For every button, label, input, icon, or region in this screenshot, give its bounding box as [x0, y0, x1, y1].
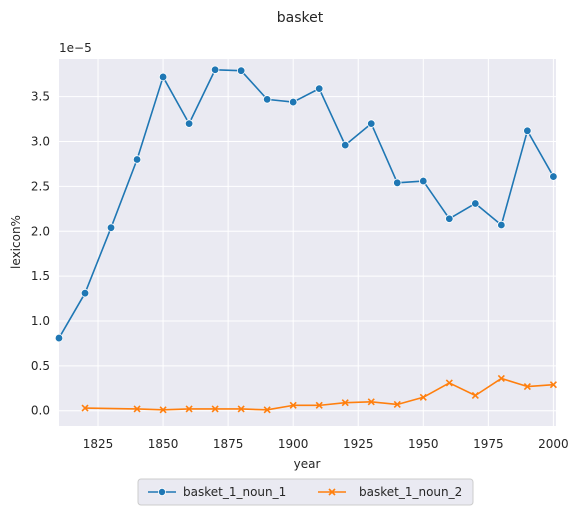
x-tick-label: 1900 — [278, 437, 309, 451]
x-tick-label: 1925 — [343, 437, 374, 451]
y-tick-label: 0.5 — [31, 359, 50, 373]
data-point — [341, 399, 349, 407]
x-tick-label: 1850 — [148, 437, 179, 451]
data-point — [211, 405, 219, 413]
y-tick-label: 1.0 — [31, 314, 50, 328]
gridlines — [59, 59, 556, 426]
data-point — [185, 405, 193, 413]
data-point — [81, 404, 89, 412]
data-point — [549, 172, 558, 181]
y-tick-label: 2.0 — [31, 224, 50, 238]
data-point — [497, 220, 506, 230]
data-point-stroke — [237, 405, 245, 413]
x-tick-label: 1825 — [83, 437, 114, 451]
data-point-stroke — [419, 393, 427, 401]
data-point-stroke — [549, 381, 557, 389]
data-point — [158, 72, 168, 82]
data-point-stroke — [81, 404, 89, 412]
y-tick-label: 0.0 — [31, 404, 50, 418]
y-tick-label: 3.5 — [31, 90, 50, 104]
x-tick-label: 1875 — [213, 437, 244, 451]
data-point — [133, 405, 141, 413]
x-tick-label: 2000 — [538, 437, 569, 451]
data-point — [471, 199, 480, 208]
data-point — [315, 401, 323, 409]
data-point — [237, 405, 245, 413]
series-line-1 — [58, 68, 555, 339]
data-point — [54, 333, 64, 343]
legend-marker-series-2 — [328, 488, 336, 496]
data-point — [184, 119, 194, 128]
data-point — [315, 84, 324, 93]
series-line-2 — [85, 377, 554, 411]
data-point — [210, 65, 220, 74]
data-point — [80, 288, 90, 298]
data-point-stroke — [289, 401, 297, 409]
data-point-stroke — [497, 374, 505, 383]
legend-marker-series-1 — [157, 487, 166, 496]
data-point — [262, 95, 272, 104]
data-point — [523, 382, 531, 391]
data-point — [367, 119, 376, 128]
data-point-stroke — [263, 406, 271, 414]
x-axis-ticks: 1825 1850 1875 1900 1925 1950 1975 2000 — [83, 437, 569, 451]
data-point — [523, 126, 532, 135]
x-tick-label: 1975 — [473, 437, 504, 451]
data-point — [419, 393, 427, 401]
data-point — [497, 374, 505, 383]
data-point — [445, 214, 454, 223]
data-point — [236, 66, 246, 75]
series-layer — [54, 65, 558, 414]
data-point — [263, 406, 271, 414]
data-point-stroke — [133, 405, 141, 413]
legend-label-series-1: basket_1_noun_1 — [183, 485, 286, 499]
data-point-stroke — [367, 398, 375, 406]
chart-title: basket — [277, 10, 324, 26]
data-point — [393, 400, 401, 409]
y-axis-ticks: 0.0 0.5 1.0 1.5 2.0 2.5 3.0 3.5 — [31, 90, 50, 418]
data-point — [159, 406, 167, 414]
data-point — [106, 223, 116, 232]
data-point-stroke — [341, 399, 349, 407]
data-point-stroke — [523, 382, 531, 391]
y-axis-label: lexicon% — [9, 215, 23, 269]
y-tick-label: 1.5 — [31, 269, 50, 283]
x-tick-label: 1950 — [408, 437, 439, 451]
y-tick-label: 2.5 — [31, 179, 50, 193]
data-point — [549, 381, 557, 389]
data-point — [393, 178, 402, 188]
data-point — [341, 140, 350, 150]
data-point-stroke — [159, 406, 167, 414]
data-point — [445, 379, 453, 387]
legend-label-series-2: basket_1_noun_2 — [359, 485, 462, 499]
legend: basket_1_noun_1 basket_1_noun_2 — [137, 478, 474, 506]
x-axis-label: year — [294, 457, 321, 471]
data-point-stroke — [471, 391, 479, 400]
y-tick-label: 3.0 — [31, 135, 50, 149]
legend-box — [137, 478, 474, 506]
data-point — [419, 176, 428, 186]
data-point-stroke — [315, 401, 323, 409]
data-point — [132, 155, 142, 164]
data-point — [288, 97, 298, 107]
data-point-stroke — [185, 405, 193, 413]
data-point-stroke — [211, 405, 219, 413]
y-scale-label: 1e−5 — [59, 41, 92, 55]
data-point-stroke — [445, 379, 453, 387]
data-point — [367, 398, 375, 406]
plot-area — [59, 59, 556, 426]
data-point — [289, 401, 297, 409]
data-point — [471, 391, 479, 400]
data-point-stroke — [393, 400, 401, 409]
